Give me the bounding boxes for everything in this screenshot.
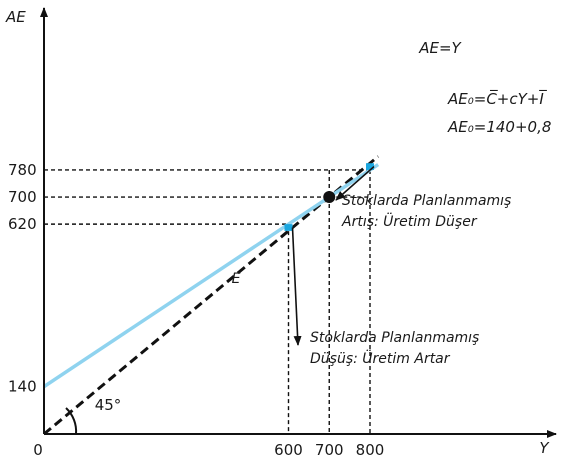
annotation-text: Artış: Üretim Düşer [341, 212, 478, 230]
equation-label: AE₀=C̅+cY+I̅ [447, 89, 548, 108]
gap-marker [284, 224, 293, 231]
equilibrium-point [323, 191, 336, 204]
y-axis-title: AE [5, 8, 26, 26]
gap-marker [366, 163, 374, 170]
angle-arc [65, 407, 78, 435]
x-tick-label: 700 [315, 441, 344, 459]
equilibrium-label: E [232, 271, 241, 287]
y-tick-label: 620 [8, 215, 37, 233]
equation-label: AE₀=140+0,8 [447, 118, 551, 136]
annotation-text: Düşüş: Üretim Artar [310, 349, 451, 367]
annotation-arrow [335, 165, 375, 201]
y-tick-label: 780 [8, 161, 37, 179]
annotation-arrow [291, 227, 302, 346]
x-axis-title: Y [539, 439, 550, 457]
series-label-ae-equals-y: AE=Y [418, 39, 462, 57]
angle-label: 45° [95, 396, 122, 414]
annotation-text: Stoklarda Planlanmamış [310, 330, 479, 346]
ae0-line [43, 163, 380, 389]
x-tick-label: 600 [274, 441, 303, 459]
origin-label: 0 [33, 441, 43, 459]
annotation-text: Stoklarda Planlanmamış [342, 193, 511, 209]
ae-equals-y-line [43, 155, 380, 436]
x-tick-label: 800 [356, 441, 385, 459]
y-tick-label: 140 [8, 378, 37, 396]
y-tick-label: 700 [8, 188, 37, 206]
